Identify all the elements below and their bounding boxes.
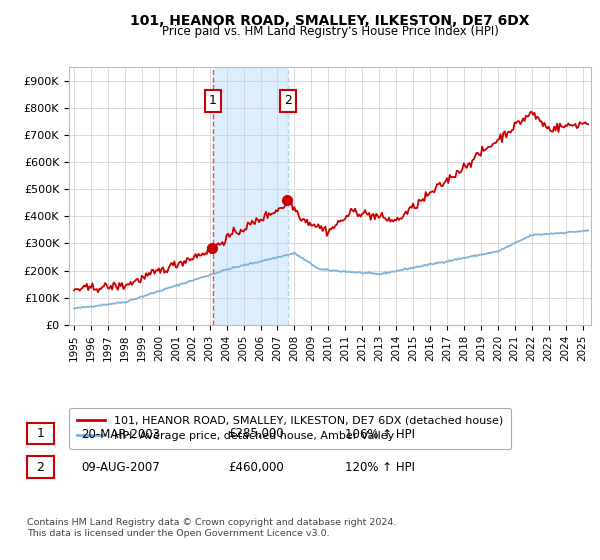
Text: 120% ↑ HPI: 120% ↑ HPI [345,461,415,474]
Text: Price paid vs. HM Land Registry's House Price Index (HPI): Price paid vs. HM Land Registry's House … [161,25,499,38]
Text: 2: 2 [284,94,292,107]
Text: 106% ↑ HPI: 106% ↑ HPI [345,427,415,441]
Text: This data is licensed under the Open Government Licence v3.0.: This data is licensed under the Open Gov… [27,529,329,538]
Text: 20-MAR-2003: 20-MAR-2003 [81,427,160,441]
Legend: 101, HEANOR ROAD, SMALLEY, ILKESTON, DE7 6DX (detached house), HPI: Average pric: 101, HEANOR ROAD, SMALLEY, ILKESTON, DE7… [70,408,511,449]
Text: £285,000: £285,000 [228,427,284,441]
Text: £460,000: £460,000 [228,461,284,474]
Text: 1: 1 [209,94,217,107]
Text: 101, HEANOR ROAD, SMALLEY, ILKESTON, DE7 6DX: 101, HEANOR ROAD, SMALLEY, ILKESTON, DE7… [130,14,530,28]
Text: Contains HM Land Registry data © Crown copyright and database right 2024.: Contains HM Land Registry data © Crown c… [27,518,397,527]
Text: 1: 1 [37,427,44,440]
Text: 2: 2 [37,460,44,474]
Text: 09-AUG-2007: 09-AUG-2007 [81,461,160,474]
